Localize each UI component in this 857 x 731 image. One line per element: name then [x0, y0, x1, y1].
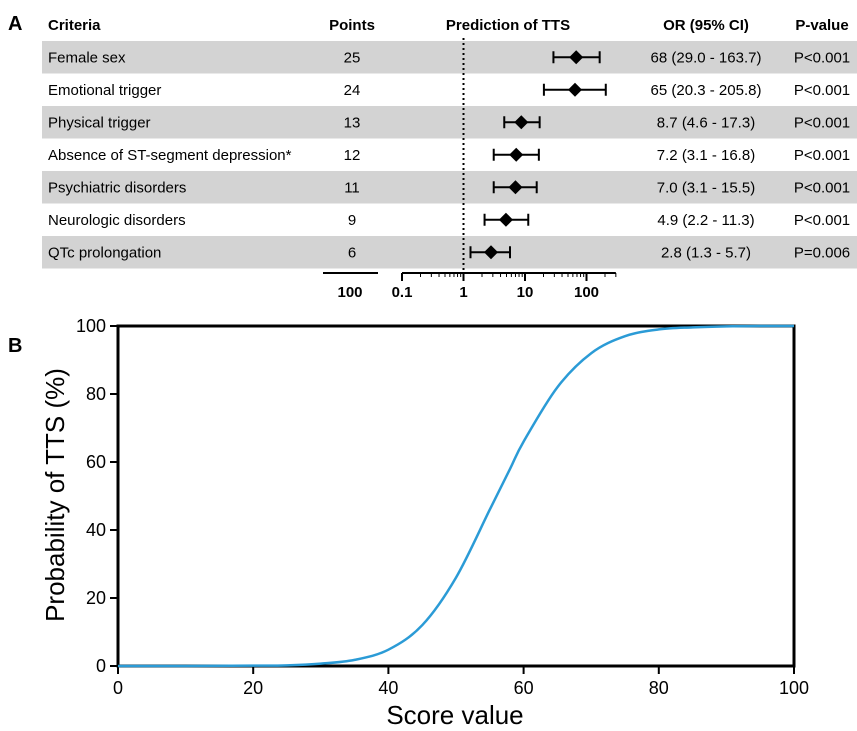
x-axis-title: Score value [386, 700, 523, 730]
x-tick-label: 60 [514, 678, 534, 698]
or-point [567, 82, 582, 97]
y-tick-label: 20 [86, 588, 106, 608]
y-axis-title: Probability of TTS (%) [40, 368, 70, 622]
y-tick-label: 80 [86, 384, 106, 404]
row-shade [42, 106, 857, 139]
header-prediction: Prediction of TTS [446, 17, 570, 34]
panel-label-a: A [8, 13, 22, 35]
p-value: P<0.001 [794, 179, 850, 196]
or-point [484, 245, 499, 260]
y-tick-label: 40 [86, 520, 106, 540]
y-tick-label: 100 [76, 316, 106, 336]
or-value: 2.8 (1.3 - 5.7) [661, 244, 751, 261]
p-value: P<0.001 [794, 212, 850, 229]
or-point [509, 147, 524, 162]
header-criteria: Criteria [48, 17, 101, 34]
criteria-label: Psychiatric disorders [48, 179, 186, 196]
x-tick-label: 20 [243, 678, 263, 698]
row-shade [42, 236, 857, 269]
forest-axis: 0.1 1 10 100 [392, 272, 617, 301]
x-tick-label: 80 [649, 678, 669, 698]
criteria-label: Emotional trigger [48, 82, 161, 99]
or-value: 4.9 (2.2 - 11.3) [657, 212, 754, 229]
points-value: 25 [344, 49, 361, 66]
y-tick-label: 60 [86, 452, 106, 472]
or-point [508, 180, 523, 195]
criteria-label: Absence of ST-segment depression* [48, 147, 292, 164]
or-value: 7.2 (3.1 - 16.8) [657, 147, 755, 164]
points-value: 6 [348, 244, 356, 261]
forest-plot [462, 38, 607, 273]
points-value: 24 [344, 82, 361, 99]
p-value: P<0.001 [794, 82, 850, 99]
criteria-label: Neurologic disorders [48, 212, 186, 229]
points-value: 13 [344, 114, 361, 131]
probability-curve [117, 324, 795, 668]
criteria-label: Female sex [48, 49, 126, 66]
or-point [498, 212, 513, 227]
points-value: 9 [348, 212, 356, 229]
row-shade [42, 171, 857, 204]
or-point [569, 50, 584, 65]
x-tick-label: 40 [378, 678, 398, 698]
forest-tick-label: 1 [459, 284, 467, 301]
row-shade [42, 41, 857, 74]
criteria-label: QTc prolongation [48, 244, 161, 261]
forest-tick-label: 0.1 [392, 284, 413, 301]
p-value: P=0.006 [794, 244, 850, 261]
criteria-label: Physical trigger [48, 114, 151, 131]
or-value: 68 (29.0 - 163.7) [651, 49, 762, 66]
or-value: 65 (20.3 - 205.8) [651, 82, 762, 99]
points-axis-label: 100 [337, 284, 362, 301]
x-tick-label: 100 [779, 678, 809, 698]
plot-frame [116, 324, 796, 668]
points-value: 12 [344, 147, 361, 164]
y-tick-label: 0 [96, 656, 106, 676]
forest-tick-label: 100 [574, 284, 599, 301]
or-point [514, 115, 529, 130]
probability-chart: 0 20 40 60 80 100 0 20 40 60 80 100 [76, 316, 809, 698]
or-value: 7.0 (3.1 - 15.5) [657, 179, 755, 196]
p-value: P<0.001 [794, 114, 850, 131]
header-pvalue: P-value [795, 17, 848, 34]
panel-label-b: B [8, 335, 22, 357]
header-or: OR (95% CI) [663, 17, 749, 34]
p-value: P<0.001 [794, 49, 850, 66]
forest-tick-label: 10 [517, 284, 534, 301]
x-tick-label: 0 [113, 678, 123, 698]
table-rows: Female sex 25 68 (29.0 - 163.7) P<0.001 Emot… [42, 41, 857, 269]
header-points: Points [329, 17, 375, 34]
or-value: 8.7 (4.6 - 17.3) [657, 114, 755, 131]
p-value: P<0.001 [794, 147, 850, 164]
points-value: 11 [344, 179, 360, 196]
